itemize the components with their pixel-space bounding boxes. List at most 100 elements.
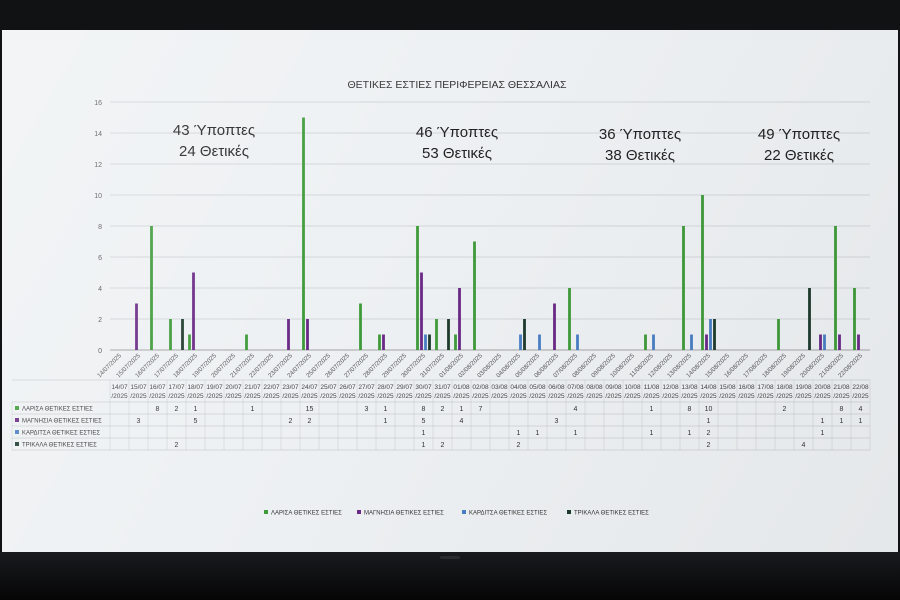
table-header-year: /2025: [662, 393, 679, 400]
table-cell-value: 5: [194, 418, 198, 425]
table-header-year: /2025: [491, 393, 508, 400]
table-legend-swatch: [15, 418, 19, 422]
bar: [302, 117, 305, 350]
table-header-year: /2025: [453, 393, 470, 400]
table-cell-value: 1: [650, 406, 654, 413]
bar: [652, 334, 655, 350]
table-cell-value: 1: [422, 442, 426, 449]
bar: [435, 319, 438, 350]
annotation-positive: 22 Θετικές: [764, 147, 834, 164]
table-header-year: /2025: [301, 393, 318, 400]
bar: [188, 334, 191, 350]
table-header-date: 11/08: [644, 384, 660, 391]
table-header-date: 29/07: [396, 384, 413, 391]
table-header-date: 23/07: [282, 384, 299, 391]
bar: [568, 288, 571, 350]
table-header-year: /2025: [738, 393, 755, 400]
legend-swatch: [264, 510, 268, 514]
table-header-year: /2025: [149, 393, 166, 400]
table-header-year: /2025: [225, 393, 242, 400]
table-header-year: /2025: [605, 393, 622, 400]
table-header-year: /2025: [320, 393, 337, 400]
table-header-year: /2025: [757, 393, 774, 400]
table-header-date: 25/07: [320, 384, 337, 391]
table-cell-value: 2: [289, 418, 293, 425]
table-header-date: 07/08: [567, 384, 584, 391]
annotation-positive: 53 Θετικές: [422, 145, 492, 162]
table-header-date: 31/07: [434, 384, 451, 391]
bar: [853, 288, 856, 350]
table-cell-value: 1: [574, 430, 578, 437]
y-tick-label: 10: [94, 193, 102, 200]
bar: [682, 226, 685, 350]
table-cell-value: 1: [859, 418, 863, 425]
annotation-suspected: 36 Ύποπτες: [599, 126, 681, 143]
annotation-suspected: 49 Ύποπτες: [758, 126, 840, 143]
table-header-year: /2025: [548, 393, 565, 400]
table-cell-value: 5: [422, 418, 426, 425]
table-row-label: ΛΑΡΙΣΑ ΘΕΤΙΚΕΣ ΕΣΤΙΕΣ: [22, 407, 93, 413]
table-header-year: /2025: [776, 393, 793, 400]
table-cell-value: 2: [707, 430, 711, 437]
table-legend-swatch: [15, 406, 19, 410]
bar: [378, 334, 381, 350]
bar: [169, 319, 172, 350]
table-header-date: 19/08: [795, 384, 812, 391]
table-cell-value: 1: [650, 430, 654, 437]
table-header-year: /2025: [111, 393, 128, 400]
bar: [135, 303, 138, 350]
table-header-date: 22/08: [852, 384, 869, 391]
table-header-year: /2025: [529, 393, 546, 400]
chart: ΘΕΤΙΚΕΣ ΕΣΤΙΕΣ ΠΕΡΙΦΕΡΕΙΑΣ ΘΕΣΣΑΛΙΑΣ0246…: [11, 79, 871, 517]
legend-label: ΛΑΡΙΣΑ ΘΕΤΙΚΕΣ ΕΣΤΙΕΣ: [271, 511, 342, 517]
table-header-date: 24/07: [301, 384, 318, 391]
bar: [553, 303, 556, 350]
bar: [428, 334, 431, 350]
table-header-year: /2025: [282, 393, 299, 400]
y-tick-label: 4: [98, 286, 102, 293]
table-cell-value: 1: [688, 430, 692, 437]
table-header-year: /2025: [206, 393, 223, 400]
table-header-date: 03/08: [491, 384, 508, 391]
table-header-year: /2025: [624, 393, 641, 400]
bar: [416, 226, 419, 350]
table-row-label: ΤΡΙΚΑΛΑ ΘΕΤΙΚΕΣ ΕΣΤΙΕΣ: [22, 443, 97, 449]
table-header-year: /2025: [339, 393, 356, 400]
y-tick-label: 8: [98, 224, 102, 231]
table-header-year: /2025: [263, 393, 280, 400]
table-header-date: 12/08: [662, 384, 679, 391]
table-cell-value: 3: [137, 418, 141, 425]
table-header-date: 21/07: [244, 384, 261, 391]
bar: [713, 319, 716, 350]
table-header-date: 13/08: [681, 384, 698, 391]
table-header-year: /2025: [510, 393, 527, 400]
table-cell-value: 2: [517, 442, 521, 449]
table-header-date: 14/08: [700, 384, 717, 391]
table-cell-value: 2: [783, 406, 787, 413]
bar: [709, 319, 712, 350]
monitor-logo: [440, 556, 460, 559]
table-cell-value: 1: [460, 406, 464, 413]
legend-swatch: [357, 510, 361, 514]
table-header-year: /2025: [472, 393, 489, 400]
table-header-date: 14/07: [111, 384, 128, 391]
bar: [523, 319, 526, 350]
table-header-year: /2025: [377, 393, 394, 400]
bar: [458, 288, 461, 350]
table-legend-swatch: [15, 442, 19, 446]
table-cell-value: 2: [707, 442, 711, 449]
table-header-year: /2025: [434, 393, 451, 400]
table-header-year: /2025: [415, 393, 432, 400]
table-header-date: 18/08: [776, 384, 793, 391]
table-cell-value: 1: [707, 418, 711, 425]
table-cell-value: 1: [517, 430, 521, 437]
table-cell-value: 15: [306, 406, 314, 413]
bar: [287, 319, 290, 350]
table-cell-value: 8: [422, 406, 426, 413]
table-cell-value: 8: [840, 406, 844, 413]
bar: [192, 272, 195, 350]
table-header-date: 18/07: [187, 384, 204, 391]
table-header-date: 20/07: [225, 384, 242, 391]
table-cell-value: 4: [859, 406, 863, 413]
bar: [777, 319, 780, 350]
